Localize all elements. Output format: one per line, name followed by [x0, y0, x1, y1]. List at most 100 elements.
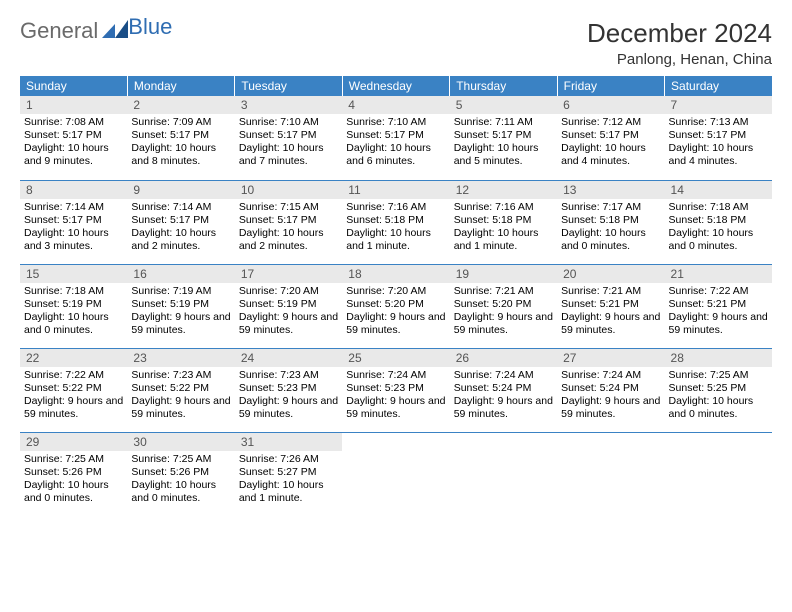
- calendar-day-cell: .: [450, 432, 557, 516]
- sunrise-line: Sunrise: 7:25 AM: [24, 453, 123, 466]
- daylight-line: Daylight: 10 hours and 2 minutes.: [131, 227, 230, 253]
- calendar-day-cell: 28Sunrise: 7:25 AMSunset: 5:25 PMDayligh…: [665, 348, 772, 432]
- daylight-line: Daylight: 9 hours and 59 minutes.: [24, 395, 123, 421]
- sunrise-line: Sunrise: 7:14 AM: [131, 201, 230, 214]
- day-details: Sunrise: 7:23 AMSunset: 5:23 PMDaylight:…: [235, 367, 342, 426]
- daylight-line: Daylight: 10 hours and 0 minutes.: [24, 311, 123, 337]
- daylight-line: Daylight: 9 hours and 59 minutes.: [346, 395, 445, 421]
- sunset-line: Sunset: 5:26 PM: [131, 466, 230, 479]
- day-details: Sunrise: 7:17 AMSunset: 5:18 PMDaylight:…: [557, 199, 664, 258]
- calendar-day-cell: 17Sunrise: 7:20 AMSunset: 5:19 PMDayligh…: [235, 264, 342, 348]
- calendar-day-cell: 26Sunrise: 7:24 AMSunset: 5:24 PMDayligh…: [450, 348, 557, 432]
- calendar-day-cell: .: [665, 432, 772, 516]
- day-number: 18: [342, 265, 449, 283]
- day-number: 7: [665, 96, 772, 114]
- day-details: Sunrise: 7:09 AMSunset: 5:17 PMDaylight:…: [127, 114, 234, 173]
- day-number: 2: [127, 96, 234, 114]
- weekday-header: Saturday: [665, 76, 772, 96]
- logo-text-general: General: [20, 18, 98, 44]
- weekday-header: Wednesday: [342, 76, 449, 96]
- sunrise-line: Sunrise: 7:18 AM: [669, 201, 768, 214]
- sunset-line: Sunset: 5:17 PM: [131, 129, 230, 142]
- logo: General Blue: [20, 18, 172, 44]
- daylight-line: Daylight: 9 hours and 59 minutes.: [454, 311, 553, 337]
- sunrise-line: Sunrise: 7:11 AM: [454, 116, 553, 129]
- weekday-header: Thursday: [450, 76, 557, 96]
- daylight-line: Daylight: 10 hours and 8 minutes.: [131, 142, 230, 168]
- daylight-line: Daylight: 10 hours and 0 minutes.: [669, 395, 768, 421]
- sunrise-line: Sunrise: 7:16 AM: [346, 201, 445, 214]
- sunrise-line: Sunrise: 7:20 AM: [346, 285, 445, 298]
- sunrise-line: Sunrise: 7:23 AM: [239, 369, 338, 382]
- day-details: Sunrise: 7:15 AMSunset: 5:17 PMDaylight:…: [235, 199, 342, 258]
- sunrise-line: Sunrise: 7:26 AM: [239, 453, 338, 466]
- day-details: Sunrise: 7:20 AMSunset: 5:19 PMDaylight:…: [235, 283, 342, 342]
- title-block: December 2024 Panlong, Henan, China: [587, 18, 772, 68]
- calendar-day-cell: 7Sunrise: 7:13 AMSunset: 5:17 PMDaylight…: [665, 96, 772, 180]
- sunset-line: Sunset: 5:19 PM: [24, 298, 123, 311]
- calendar-week-row: 29Sunrise: 7:25 AMSunset: 5:26 PMDayligh…: [20, 432, 772, 516]
- sunset-line: Sunset: 5:18 PM: [454, 214, 553, 227]
- calendar-day-cell: 19Sunrise: 7:21 AMSunset: 5:20 PMDayligh…: [450, 264, 557, 348]
- sunset-line: Sunset: 5:17 PM: [131, 214, 230, 227]
- logo-mark-icon: [102, 18, 128, 44]
- calendar-week-row: 1Sunrise: 7:08 AMSunset: 5:17 PMDaylight…: [20, 96, 772, 180]
- calendar-day-cell: 31Sunrise: 7:26 AMSunset: 5:27 PMDayligh…: [235, 432, 342, 516]
- daylight-line: Daylight: 10 hours and 1 minute.: [239, 479, 338, 505]
- day-details: Sunrise: 7:13 AMSunset: 5:17 PMDaylight:…: [665, 114, 772, 173]
- day-number: 15: [20, 265, 127, 283]
- day-details: Sunrise: 7:12 AMSunset: 5:17 PMDaylight:…: [557, 114, 664, 173]
- sunset-line: Sunset: 5:23 PM: [239, 382, 338, 395]
- location: Panlong, Henan, China: [587, 51, 772, 68]
- calendar-day-cell: 2Sunrise: 7:09 AMSunset: 5:17 PMDaylight…: [127, 96, 234, 180]
- sunset-line: Sunset: 5:17 PM: [24, 129, 123, 142]
- daylight-line: Daylight: 9 hours and 59 minutes.: [346, 311, 445, 337]
- sunrise-line: Sunrise: 7:19 AM: [131, 285, 230, 298]
- day-number: 26: [450, 349, 557, 367]
- day-details: Sunrise: 7:14 AMSunset: 5:17 PMDaylight:…: [20, 199, 127, 258]
- day-number: 5: [450, 96, 557, 114]
- sunset-line: Sunset: 5:17 PM: [239, 129, 338, 142]
- day-number: 28: [665, 349, 772, 367]
- day-number: 25: [342, 349, 449, 367]
- day-details: Sunrise: 7:21 AMSunset: 5:20 PMDaylight:…: [450, 283, 557, 342]
- weekday-header: Monday: [127, 76, 234, 96]
- daylight-line: Daylight: 10 hours and 3 minutes.: [24, 227, 123, 253]
- calendar-day-cell: 12Sunrise: 7:16 AMSunset: 5:18 PMDayligh…: [450, 180, 557, 264]
- day-number: 17: [235, 265, 342, 283]
- day-details: Sunrise: 7:26 AMSunset: 5:27 PMDaylight:…: [235, 451, 342, 510]
- calendar-day-cell: 20Sunrise: 7:21 AMSunset: 5:21 PMDayligh…: [557, 264, 664, 348]
- day-details: Sunrise: 7:20 AMSunset: 5:20 PMDaylight:…: [342, 283, 449, 342]
- calendar-week-row: 15Sunrise: 7:18 AMSunset: 5:19 PMDayligh…: [20, 264, 772, 348]
- daylight-line: Daylight: 10 hours and 9 minutes.: [24, 142, 123, 168]
- sunset-line: Sunset: 5:21 PM: [669, 298, 768, 311]
- sunset-line: Sunset: 5:17 PM: [346, 129, 445, 142]
- sunset-line: Sunset: 5:17 PM: [24, 214, 123, 227]
- sunset-line: Sunset: 5:19 PM: [131, 298, 230, 311]
- sunset-line: Sunset: 5:27 PM: [239, 466, 338, 479]
- calendar-day-cell: 3Sunrise: 7:10 AMSunset: 5:17 PMDaylight…: [235, 96, 342, 180]
- day-number: 12: [450, 181, 557, 199]
- sunrise-line: Sunrise: 7:24 AM: [346, 369, 445, 382]
- day-number: 8: [20, 181, 127, 199]
- day-number: 10: [235, 181, 342, 199]
- sunrise-line: Sunrise: 7:25 AM: [131, 453, 230, 466]
- day-details: Sunrise: 7:18 AMSunset: 5:19 PMDaylight:…: [20, 283, 127, 342]
- calendar-week-row: 8Sunrise: 7:14 AMSunset: 5:17 PMDaylight…: [20, 180, 772, 264]
- day-details: Sunrise: 7:19 AMSunset: 5:19 PMDaylight:…: [127, 283, 234, 342]
- calendar-day-cell: 13Sunrise: 7:17 AMSunset: 5:18 PMDayligh…: [557, 180, 664, 264]
- daylight-line: Daylight: 9 hours and 59 minutes.: [239, 311, 338, 337]
- calendar-day-cell: 23Sunrise: 7:23 AMSunset: 5:22 PMDayligh…: [127, 348, 234, 432]
- day-details: Sunrise: 7:10 AMSunset: 5:17 PMDaylight:…: [235, 114, 342, 173]
- daylight-line: Daylight: 10 hours and 7 minutes.: [239, 142, 338, 168]
- sunrise-line: Sunrise: 7:14 AM: [24, 201, 123, 214]
- calendar-day-cell: 29Sunrise: 7:25 AMSunset: 5:26 PMDayligh…: [20, 432, 127, 516]
- sunset-line: Sunset: 5:17 PM: [669, 129, 768, 142]
- sunset-line: Sunset: 5:18 PM: [346, 214, 445, 227]
- calendar-day-cell: 10Sunrise: 7:15 AMSunset: 5:17 PMDayligh…: [235, 180, 342, 264]
- day-details: Sunrise: 7:16 AMSunset: 5:18 PMDaylight:…: [450, 199, 557, 258]
- daylight-line: Daylight: 9 hours and 59 minutes.: [561, 395, 660, 421]
- sunrise-line: Sunrise: 7:24 AM: [561, 369, 660, 382]
- sunrise-line: Sunrise: 7:21 AM: [561, 285, 660, 298]
- calendar-week-row: 22Sunrise: 7:22 AMSunset: 5:22 PMDayligh…: [20, 348, 772, 432]
